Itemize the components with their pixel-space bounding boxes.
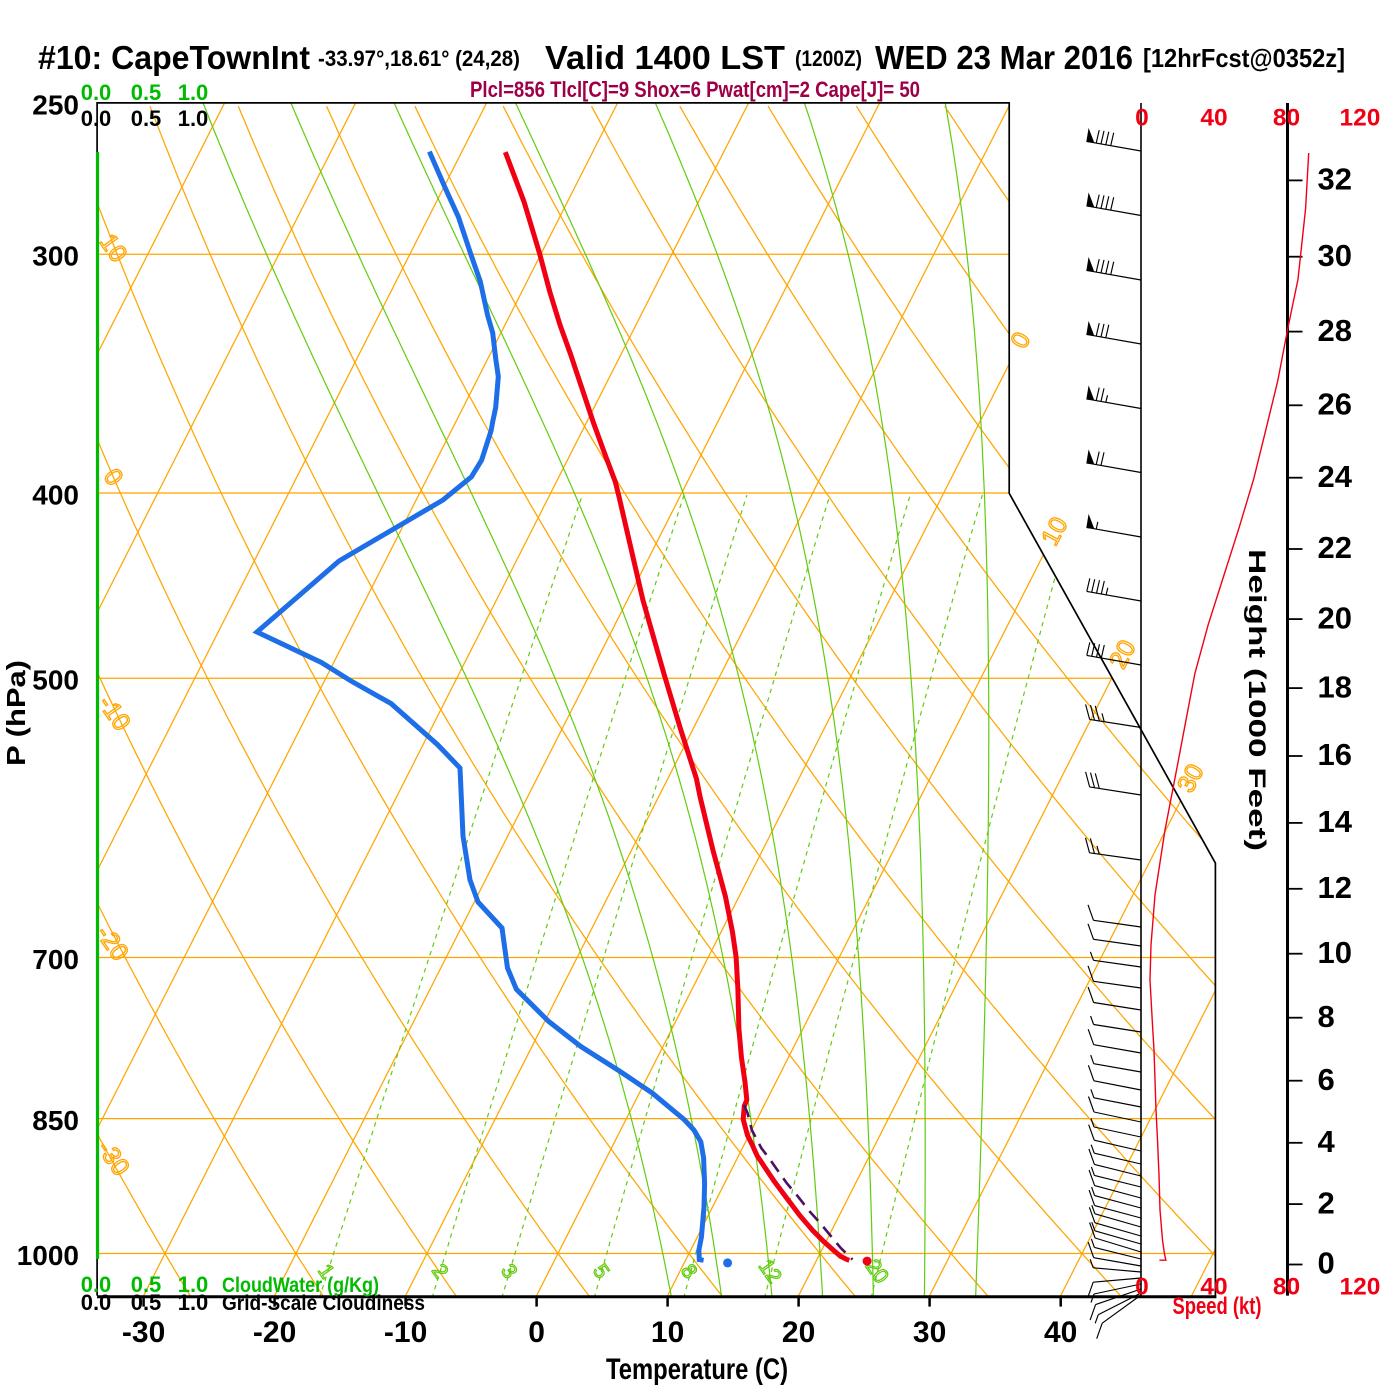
svg-text:0: 0 xyxy=(1318,1246,1335,1281)
svg-text:40: 40 xyxy=(1200,105,1227,132)
svg-text:Grid-Scale Cloudiness: Grid-Scale Cloudiness xyxy=(222,1292,425,1315)
svg-text:#10: CapeTownInt: #10: CapeTownInt xyxy=(38,39,310,76)
svg-text:Valid 1400 LST: Valid 1400 LST xyxy=(545,39,785,76)
svg-text:20: 20 xyxy=(782,1316,815,1349)
svg-text:30: 30 xyxy=(913,1316,946,1349)
svg-text:40: 40 xyxy=(1200,1274,1227,1301)
svg-text:250: 250 xyxy=(32,89,79,120)
svg-text:0: 0 xyxy=(1135,105,1149,132)
svg-text:24: 24 xyxy=(1318,459,1353,494)
svg-text:2: 2 xyxy=(1318,1185,1335,1220)
svg-text:8: 8 xyxy=(1318,999,1335,1034)
svg-text:700: 700 xyxy=(32,944,79,975)
svg-text:CloudWater (g/Kg): CloudWater (g/Kg) xyxy=(222,1274,379,1297)
svg-text:28: 28 xyxy=(1318,313,1352,348)
svg-text:Height (1000 Feet): Height (1000 Feet) xyxy=(1243,549,1270,851)
svg-text:0: 0 xyxy=(528,1316,545,1349)
svg-text:Plcl=856 Tlcl[C]=9 Shox=6 Pwat: Plcl=856 Tlcl[C]=9 Shox=6 Pwat[cm]=2 Cap… xyxy=(470,77,920,102)
svg-text:16: 16 xyxy=(1318,737,1352,772)
svg-text:6: 6 xyxy=(1318,1062,1335,1097)
svg-text:0.0: 0.0 xyxy=(81,1272,112,1297)
svg-text:-30: -30 xyxy=(122,1316,165,1349)
svg-text:120: 120 xyxy=(1340,1274,1381,1301)
svg-text:26: 26 xyxy=(1318,386,1352,421)
svg-text:4: 4 xyxy=(1318,1124,1336,1159)
svg-text:1.0: 1.0 xyxy=(178,1290,209,1315)
svg-text:-33.97°,18.61° (24,28): -33.97°,18.61° (24,28) xyxy=(318,46,520,71)
svg-text:-20: -20 xyxy=(253,1316,296,1349)
svg-text:0.0: 0.0 xyxy=(81,1290,112,1315)
svg-text:Speed (kt): Speed (kt) xyxy=(1173,1293,1262,1320)
svg-text:20: 20 xyxy=(1318,600,1352,635)
svg-text:10: 10 xyxy=(651,1316,684,1349)
svg-text:22: 22 xyxy=(1318,530,1352,565)
svg-text:12: 12 xyxy=(1318,870,1352,905)
svg-text:WED 23 Mar 2016: WED 23 Mar 2016 xyxy=(875,39,1133,76)
svg-text:1.0: 1.0 xyxy=(178,1272,209,1297)
svg-text:500: 500 xyxy=(32,665,79,696)
svg-text:0: 0 xyxy=(1135,1274,1149,1301)
svg-text:80: 80 xyxy=(1273,105,1300,132)
svg-text:32: 32 xyxy=(1318,162,1352,197)
svg-text:18: 18 xyxy=(1318,669,1352,704)
svg-text:30: 30 xyxy=(1318,238,1352,273)
svg-text:300: 300 xyxy=(32,241,79,272)
svg-text:1000: 1000 xyxy=(17,1240,79,1271)
svg-text:14: 14 xyxy=(1318,804,1353,839)
svg-text:0.5: 0.5 xyxy=(131,106,162,131)
svg-text:0.5: 0.5 xyxy=(131,1272,162,1297)
svg-text:1.0: 1.0 xyxy=(178,80,209,105)
svg-text:P (hPa): P (hPa) xyxy=(1,660,31,766)
svg-text:40: 40 xyxy=(1044,1316,1077,1349)
svg-text:Temperature (C): Temperature (C) xyxy=(606,1353,788,1386)
svg-text:80: 80 xyxy=(1273,1274,1300,1301)
svg-text:10: 10 xyxy=(1318,935,1352,970)
svg-text:-10: -10 xyxy=(384,1316,427,1349)
svg-text:[12hrFcst@0352z]: [12hrFcst@0352z] xyxy=(1143,43,1345,73)
svg-text:850: 850 xyxy=(32,1105,79,1136)
svg-text:(1200Z): (1200Z) xyxy=(795,46,862,71)
svg-text:120: 120 xyxy=(1340,105,1381,132)
svg-text:0.5: 0.5 xyxy=(131,1290,162,1315)
svg-text:0.0: 0.0 xyxy=(81,80,112,105)
svg-text:0.5: 0.5 xyxy=(131,80,162,105)
svg-text:0.0: 0.0 xyxy=(81,106,112,131)
svg-text:1.0: 1.0 xyxy=(178,106,209,131)
svg-text:400: 400 xyxy=(32,480,79,511)
